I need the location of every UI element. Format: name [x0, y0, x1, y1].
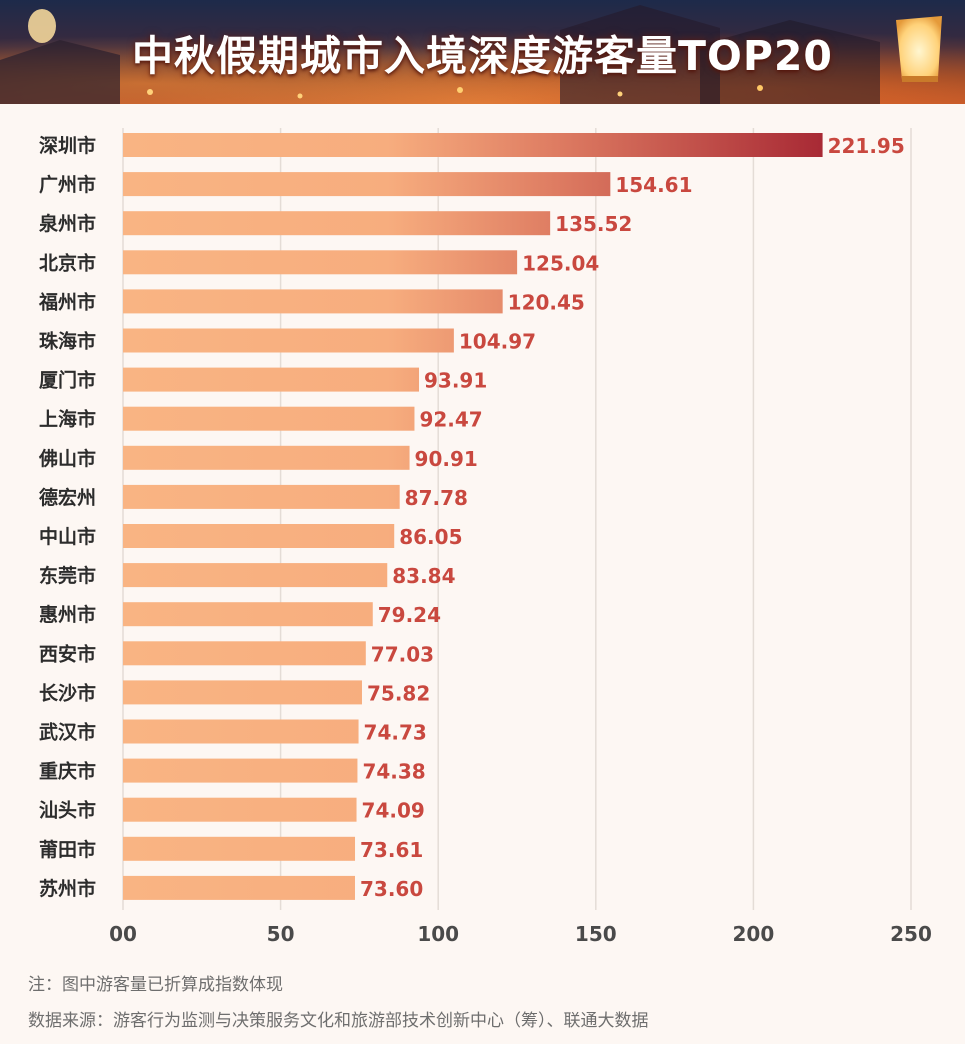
value-label: 74.09	[362, 799, 425, 823]
bar	[123, 563, 387, 587]
category-label: 泉州市	[38, 212, 96, 235]
value-label: 86.05	[399, 525, 462, 549]
category-label: 福州市	[38, 290, 96, 313]
category-label: 长沙市	[39, 681, 96, 704]
x-tick-label: 100	[417, 922, 459, 946]
x-tick-label: 00	[109, 922, 137, 946]
header-banner: 中秋假期城市入境深度游客量TOP20	[0, 0, 965, 104]
value-label: 90.91	[415, 447, 478, 471]
x-tick-label: 200	[733, 922, 775, 946]
value-label: 74.73	[364, 721, 427, 745]
bar	[123, 250, 517, 274]
category-label: 北京市	[39, 251, 96, 274]
value-label: 93.91	[424, 369, 487, 393]
bar	[123, 602, 373, 626]
category-label: 广州市	[39, 173, 96, 196]
x-tick-label: 250	[890, 922, 932, 946]
bar	[123, 289, 503, 313]
category-label: 佛山市	[38, 447, 96, 470]
value-label: 77.03	[371, 642, 434, 666]
bar	[123, 446, 410, 470]
category-label: 东莞市	[39, 564, 96, 587]
x-tick-label: 50	[267, 922, 295, 946]
footnote: 注：图中游客量已折算成指数体现	[28, 970, 283, 995]
category-label: 上海市	[39, 408, 96, 431]
category-label: 中山市	[39, 525, 96, 548]
value-label: 74.38	[362, 760, 425, 784]
bar	[123, 211, 550, 235]
category-label: 德宏州	[39, 486, 96, 509]
category-label: 汕头市	[39, 799, 96, 822]
bar	[123, 407, 414, 431]
value-labels: 221.95 154.61 135.52 125.04 120.45 104.97 93.9…	[360, 134, 905, 901]
category-label: 厦门市	[39, 369, 96, 392]
category-label: 苏州市	[39, 877, 96, 900]
value-label: 154.61	[615, 173, 692, 197]
chart-title: 中秋假期城市入境深度游客量TOP20	[0, 22, 965, 82]
category-label: 珠海市	[39, 330, 96, 353]
bar	[123, 368, 419, 392]
value-label: 221.95	[828, 134, 905, 158]
bar	[123, 759, 357, 783]
category-label: 西安市	[39, 642, 96, 665]
data-source: 数据来源：游客行为监测与决策服务文化和旅游部技术创新中心（筹）、联通大数据	[28, 1006, 649, 1031]
bar	[123, 133, 823, 157]
bar	[123, 837, 355, 861]
bar	[123, 172, 610, 196]
category-labels: 深圳市广州市泉州市北京市福州市珠海市厦门市上海市佛山市德宏州中山市东莞市惠州市西…	[38, 134, 96, 900]
value-label: 75.82	[367, 681, 430, 705]
bar	[123, 641, 366, 665]
bar	[123, 720, 359, 744]
category-label: 惠州市	[39, 603, 96, 626]
bar	[123, 876, 355, 900]
value-label: 125.04	[522, 251, 599, 275]
value-label: 135.52	[555, 212, 632, 236]
value-label: 79.24	[378, 603, 441, 627]
bar-chart: 深圳市广州市泉州市北京市福州市珠海市厦门市上海市佛山市德宏州中山市东莞市惠州市西…	[0, 104, 965, 954]
x-axis-ticks: 00 50 100 150 200 250	[109, 922, 932, 946]
bar	[123, 485, 400, 509]
bar	[123, 798, 357, 822]
bar	[123, 329, 454, 353]
value-label: 87.78	[405, 486, 468, 510]
value-label: 73.60	[360, 877, 423, 901]
value-label: 83.84	[392, 564, 455, 588]
gridlines	[123, 128, 911, 910]
value-label: 120.45	[508, 290, 585, 314]
bar	[123, 680, 362, 704]
category-label: 莆田市	[39, 838, 96, 861]
category-label: 武汉市	[39, 721, 96, 744]
x-tick-label: 150	[575, 922, 617, 946]
bar	[123, 524, 394, 548]
category-label: 重庆市	[39, 760, 96, 783]
category-label: 深圳市	[39, 134, 96, 157]
value-label: 104.97	[459, 330, 536, 354]
value-label: 73.61	[360, 838, 423, 862]
value-label: 92.47	[419, 408, 482, 432]
bars	[123, 133, 823, 900]
